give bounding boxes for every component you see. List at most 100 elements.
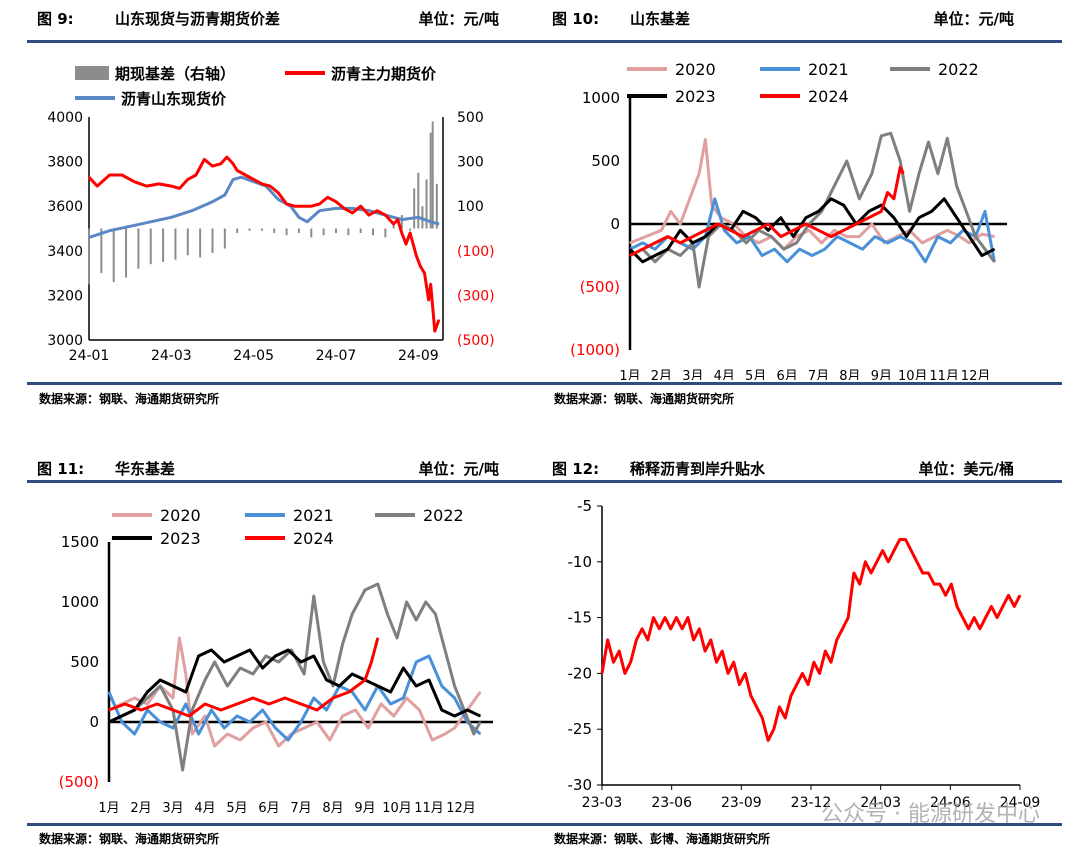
series-2023-line-point	[805, 217, 807, 219]
basis-bar	[310, 228, 313, 238]
series-2020-line-point	[444, 733, 446, 735]
series-2022-line-point	[396, 637, 398, 639]
series-2020-line-point	[172, 697, 174, 699]
series-2022-line-point	[937, 173, 939, 175]
series-2022-line-point	[386, 613, 388, 615]
basis-bar	[100, 228, 103, 274]
premium-line-point	[1019, 594, 1021, 596]
futures-price-line-point	[351, 212, 353, 214]
basis-bar	[417, 172, 420, 229]
series-2021-line-point	[899, 236, 901, 238]
futures-price-line-point	[419, 265, 421, 267]
panel-header: 图 12: 稀释沥青到岸升贴水 单位：美元/桶	[542, 450, 1062, 480]
premium-line-point	[853, 572, 855, 574]
series-2020-line-point	[946, 229, 948, 231]
basis-bar	[429, 132, 432, 229]
basis-bar	[273, 228, 276, 233]
spot-price-line-point	[224, 194, 226, 196]
series-2021-line-point	[274, 727, 276, 729]
x-tick-label: 7月	[808, 369, 829, 380]
panel-fig11: 图 11: 华东基差 单位：元/吨 2020 2021 2022 2023 2024 15…	[27, 450, 547, 850]
premium-line-point	[967, 628, 970, 630]
x-tick-label: 24-09	[1000, 795, 1041, 811]
futures-price-line-point	[438, 319, 440, 321]
series-2021-line-point	[441, 685, 443, 687]
series-2023-line-point	[428, 679, 430, 681]
series-2023-line-point	[402, 667, 404, 669]
basis-bar	[392, 224, 395, 229]
series-2024-line-point	[843, 229, 845, 231]
series-2021-line-point	[351, 691, 353, 693]
series-2024-line-point	[377, 637, 379, 639]
premium-line-point	[727, 672, 729, 674]
premium-line-point	[670, 628, 672, 630]
series-2020-line-point	[808, 229, 810, 231]
series-2024-line-point	[188, 715, 190, 717]
series-2021-line-point	[402, 697, 404, 699]
series-2023-line-point	[351, 673, 353, 675]
legend-label-2021: 2021	[293, 506, 334, 525]
futures-price-line-point	[327, 196, 329, 198]
premium-line-point	[767, 739, 769, 741]
series-2023-line-point	[415, 685, 417, 687]
series-2024-line-point	[868, 217, 870, 219]
y-tick-label: 1000	[582, 89, 620, 107]
panel-fig12: 图 12: 稀释沥青到岸升贴水 单位：美元/桶 -5 -10 -15 -20 -25 -3…	[542, 450, 1062, 850]
series-2021-line	[107, 654, 482, 742]
basis-bar	[372, 228, 375, 236]
series-2021-line-point	[924, 261, 926, 263]
panel-fig10: 图 10: 山东基差 单位：元/吨 2020 2021 2022 2023 2024 10…	[542, 0, 1062, 420]
series-2021-line-point	[874, 236, 876, 238]
series-2023-line-point	[792, 236, 794, 238]
premium-line-point	[641, 628, 643, 630]
premium-line-point	[819, 672, 821, 674]
basis-bar	[400, 215, 403, 229]
series-2021-line-point	[262, 709, 264, 711]
futures-price-line-point	[302, 205, 304, 207]
series-2020-line-point	[934, 236, 936, 238]
spot-price-line-point	[401, 219, 403, 221]
legend-label-2023: 2023	[675, 87, 716, 106]
series-2023-line-point	[454, 715, 456, 717]
series-2021-line-point	[415, 661, 417, 663]
series-2023-line-point	[287, 649, 289, 651]
basis-bar	[236, 228, 239, 233]
series-2020-line-point	[380, 703, 382, 705]
series-2020-line-point	[178, 637, 180, 639]
series-2020-line-point	[239, 739, 241, 741]
futures-price-line-point	[409, 232, 411, 234]
x-tick-label: 23-06	[651, 795, 692, 811]
series-2023-line-point	[466, 709, 468, 711]
premium-line-point	[790, 695, 792, 697]
premium-line-point	[973, 617, 975, 619]
series-2021-line-point	[736, 242, 738, 244]
spot-price-line-point	[438, 223, 440, 225]
premium-line-point	[847, 617, 849, 619]
series-2023-line-point	[441, 709, 443, 711]
series-2021-line-point	[390, 703, 392, 705]
series-2022-line-point	[239, 667, 241, 669]
series-2022-line-point	[342, 643, 344, 645]
premium-line-point	[704, 650, 706, 652]
x-tick-label: 9月	[871, 369, 892, 380]
basis-bar	[359, 228, 362, 233]
premium-line-point	[887, 561, 889, 563]
data-source: 数据来源：钢联、海通期货研究所	[554, 392, 735, 406]
y-left-tick-label: 3800	[47, 155, 83, 171]
series-2022-line-point	[927, 141, 930, 143]
premium-line	[600, 538, 1022, 742]
series-2021-line-point	[642, 242, 644, 244]
data-source: 数据来源：钢联、彭博、海通期货研究所	[554, 832, 771, 846]
series-2022-line-point	[146, 697, 148, 699]
series-2022-line-point	[946, 137, 948, 139]
futures-price-line-point	[253, 178, 255, 180]
y-tick-label: -15	[568, 609, 593, 627]
premium-line-point	[750, 695, 752, 697]
series-2022-line-point	[965, 210, 967, 212]
series-2021-line-point	[984, 210, 986, 212]
series-2023-line-point	[918, 217, 920, 219]
header-rule	[542, 480, 1062, 483]
series-2024-line-point	[300, 703, 302, 705]
futures-price-line-point	[244, 174, 246, 176]
premium-line-point	[624, 672, 626, 674]
